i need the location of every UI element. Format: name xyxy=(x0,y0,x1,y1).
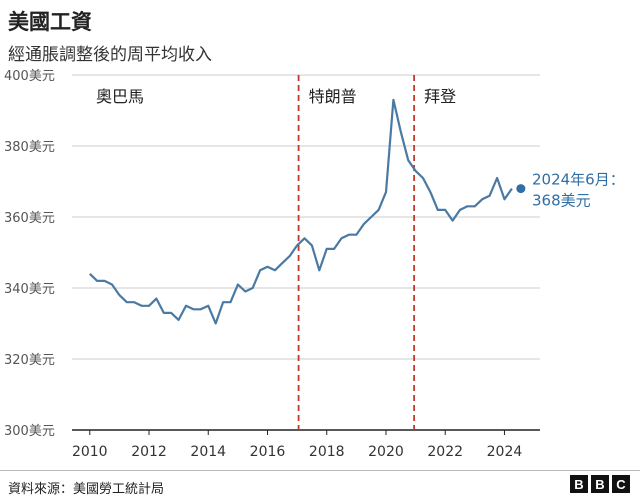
chart-subtitle: 經通脹調整後的周平均收入 xyxy=(8,45,212,65)
logo-letter-b1: B xyxy=(570,475,588,493)
period-label: 奧巴馬 xyxy=(96,87,144,106)
x-tick-label: 2010 xyxy=(72,444,108,460)
x-tick-label: 2016 xyxy=(250,444,286,460)
y-tick-label: 300美元 xyxy=(4,424,55,439)
y-tick-label: 380美元 xyxy=(4,140,55,155)
period-label: 拜登 xyxy=(424,87,456,106)
x-tick-label: 2018 xyxy=(309,444,345,460)
y-tick-label: 340美元 xyxy=(4,282,55,297)
y-tick-label: 360美元 xyxy=(4,211,55,226)
logo-letter-b2: B xyxy=(591,475,609,493)
footer-divider xyxy=(0,470,640,471)
period-label: 特朗普 xyxy=(309,87,357,106)
x-tick-label: 2014 xyxy=(190,444,226,460)
callout-line-1: 2024年6月： xyxy=(532,171,625,189)
logo-letter-c: C xyxy=(612,475,630,493)
source-note: 資料來源：美國勞工統計局 xyxy=(8,482,165,497)
x-tick-label: 2012 xyxy=(131,444,167,460)
x-tick-label: 2024 xyxy=(487,444,523,460)
y-tick-label: 400美元 xyxy=(4,69,55,84)
wage-series-line xyxy=(89,98,513,325)
latest-point-marker xyxy=(516,184,526,194)
line-chart: 300美元 320美元 340美元 360美元 380美元 400美元 2010 2012 20… xyxy=(4,69,625,460)
y-tick-label: 320美元 xyxy=(4,353,55,368)
chart-title: 美國工資 xyxy=(8,10,92,34)
callout-line-2: 368美元 xyxy=(532,192,591,210)
x-tick-label: 2020 xyxy=(368,444,404,460)
x-tick-label: 2022 xyxy=(427,444,463,460)
bbc-logo: B B C xyxy=(570,475,630,493)
